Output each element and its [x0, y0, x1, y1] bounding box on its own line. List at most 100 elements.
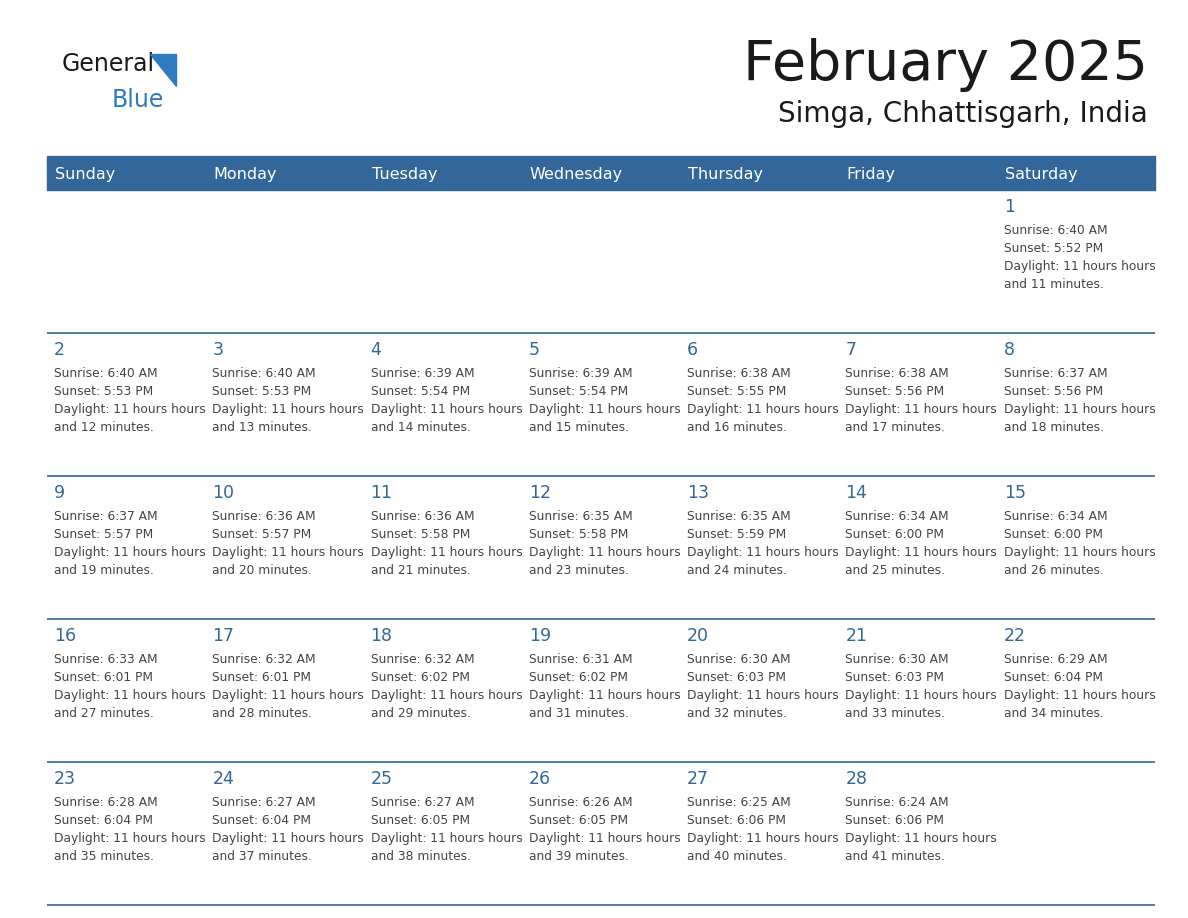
Text: Daylight: 11 hours hours: Daylight: 11 hours hours [687, 689, 839, 702]
Text: and 23 minutes.: and 23 minutes. [529, 564, 628, 577]
Text: Sunset: 6:04 PM: Sunset: 6:04 PM [53, 814, 153, 827]
Text: Daylight: 11 hours hours: Daylight: 11 hours hours [213, 403, 364, 416]
Text: Sunset: 5:54 PM: Sunset: 5:54 PM [529, 385, 628, 398]
Text: and 26 minutes.: and 26 minutes. [1004, 564, 1104, 577]
Text: Daylight: 11 hours hours: Daylight: 11 hours hours [529, 689, 681, 702]
Text: and 20 minutes.: and 20 minutes. [213, 564, 312, 577]
Bar [48, 333, 206, 476]
Text: Sunrise: 6:24 AM: Sunrise: 6:24 AM [846, 796, 949, 809]
Bar [206, 762, 364, 905]
Bar [839, 619, 997, 762]
Text: 2: 2 [53, 341, 65, 359]
Text: 18: 18 [371, 627, 392, 645]
Text: Sunrise: 6:38 AM: Sunrise: 6:38 AM [687, 367, 791, 380]
Text: Sunrise: 6:36 AM: Sunrise: 6:36 AM [213, 510, 316, 523]
Bar [681, 333, 839, 476]
Text: and 21 minutes.: and 21 minutes. [371, 564, 470, 577]
Text: and 16 minutes.: and 16 minutes. [687, 421, 786, 434]
Text: 13: 13 [687, 484, 709, 502]
Text: and 35 minutes.: and 35 minutes. [53, 850, 154, 863]
Text: Sunset: 6:02 PM: Sunset: 6:02 PM [371, 671, 469, 684]
Text: Daylight: 11 hours hours: Daylight: 11 hours hours [687, 832, 839, 845]
Text: and 13 minutes.: and 13 minutes. [213, 421, 312, 434]
Text: and 38 minutes.: and 38 minutes. [371, 850, 470, 863]
Text: February 2025: February 2025 [742, 38, 1148, 92]
Text: Sunrise: 6:25 AM: Sunrise: 6:25 AM [687, 796, 791, 809]
Text: Sunset: 5:56 PM: Sunset: 5:56 PM [846, 385, 944, 398]
Text: 7: 7 [846, 341, 857, 359]
Bar [681, 190, 839, 333]
Text: Daylight: 11 hours hours: Daylight: 11 hours hours [529, 546, 681, 559]
Text: Sunset: 6:05 PM: Sunset: 6:05 PM [371, 814, 469, 827]
Text: Daylight: 11 hours hours: Daylight: 11 hours hours [529, 832, 681, 845]
Text: and 40 minutes.: and 40 minutes. [687, 850, 786, 863]
Text: 27: 27 [687, 770, 709, 788]
Text: 12: 12 [529, 484, 551, 502]
Text: Simga, Chhattisgarh, India: Simga, Chhattisgarh, India [778, 100, 1148, 128]
Polygon shape [150, 54, 176, 86]
Text: Sunrise: 6:28 AM: Sunrise: 6:28 AM [53, 796, 158, 809]
Text: and 14 minutes.: and 14 minutes. [371, 421, 470, 434]
Text: Sunrise: 6:37 AM: Sunrise: 6:37 AM [53, 510, 158, 523]
Text: Daylight: 11 hours hours: Daylight: 11 hours hours [846, 546, 997, 559]
Text: 19: 19 [529, 627, 551, 645]
Text: 17: 17 [213, 627, 234, 645]
Text: 1: 1 [1004, 198, 1015, 216]
Text: Daylight: 11 hours hours: Daylight: 11 hours hours [371, 546, 523, 559]
Bar [681, 762, 839, 905]
Text: Sunset: 5:55 PM: Sunset: 5:55 PM [687, 385, 786, 398]
Text: Sunrise: 6:27 AM: Sunrise: 6:27 AM [213, 796, 316, 809]
Text: Sunset: 5:54 PM: Sunset: 5:54 PM [371, 385, 469, 398]
Text: and 24 minutes.: and 24 minutes. [687, 564, 786, 577]
Text: Daylight: 11 hours hours: Daylight: 11 hours hours [371, 832, 523, 845]
Text: 3: 3 [213, 341, 223, 359]
Text: 26: 26 [529, 770, 551, 788]
Text: and 25 minutes.: and 25 minutes. [846, 564, 946, 577]
Text: Sunrise: 6:29 AM: Sunrise: 6:29 AM [1004, 653, 1107, 666]
Bar [522, 190, 681, 333]
Text: Daylight: 11 hours hours: Daylight: 11 hours hours [1004, 260, 1156, 273]
Text: Sunrise: 6:32 AM: Sunrise: 6:32 AM [213, 653, 316, 666]
Text: Sunset: 5:53 PM: Sunset: 5:53 PM [53, 385, 153, 398]
Bar [206, 190, 364, 333]
Text: Daylight: 11 hours hours: Daylight: 11 hours hours [1004, 546, 1156, 559]
Text: and 31 minutes.: and 31 minutes. [529, 707, 628, 720]
Text: Daylight: 11 hours hours: Daylight: 11 hours hours [53, 403, 206, 416]
Bar [48, 160, 1155, 190]
Text: Sunset: 5:59 PM: Sunset: 5:59 PM [687, 528, 786, 541]
Text: Sunset: 6:01 PM: Sunset: 6:01 PM [53, 671, 153, 684]
Text: Daylight: 11 hours hours: Daylight: 11 hours hours [846, 403, 997, 416]
Text: Daylight: 11 hours hours: Daylight: 11 hours hours [53, 832, 206, 845]
Text: 4: 4 [371, 341, 381, 359]
Text: Sunrise: 6:40 AM: Sunrise: 6:40 AM [1004, 224, 1107, 237]
Text: Daylight: 11 hours hours: Daylight: 11 hours hours [371, 689, 523, 702]
Text: Sunrise: 6:27 AM: Sunrise: 6:27 AM [371, 796, 474, 809]
Text: Sunset: 6:05 PM: Sunset: 6:05 PM [529, 814, 628, 827]
Text: Sunrise: 6:40 AM: Sunrise: 6:40 AM [53, 367, 158, 380]
Bar [522, 476, 681, 619]
Text: Sunset: 5:56 PM: Sunset: 5:56 PM [1004, 385, 1102, 398]
Text: Sunrise: 6:37 AM: Sunrise: 6:37 AM [1004, 367, 1107, 380]
Text: and 29 minutes.: and 29 minutes. [371, 707, 470, 720]
Text: Daylight: 11 hours hours: Daylight: 11 hours hours [1004, 403, 1156, 416]
Text: 5: 5 [529, 341, 539, 359]
Text: and 19 minutes.: and 19 minutes. [53, 564, 154, 577]
Bar [681, 476, 839, 619]
Bar [997, 333, 1155, 476]
Text: Daylight: 11 hours hours: Daylight: 11 hours hours [53, 546, 206, 559]
Text: Tuesday: Tuesday [372, 167, 437, 183]
Text: 9: 9 [53, 484, 65, 502]
Text: Saturday: Saturday [1005, 167, 1078, 183]
Text: Sunset: 6:01 PM: Sunset: 6:01 PM [213, 671, 311, 684]
Text: Sunset: 6:03 PM: Sunset: 6:03 PM [687, 671, 786, 684]
Text: and 34 minutes.: and 34 minutes. [1004, 707, 1104, 720]
Text: Sunset: 5:58 PM: Sunset: 5:58 PM [371, 528, 470, 541]
Text: and 15 minutes.: and 15 minutes. [529, 421, 628, 434]
Bar [364, 762, 522, 905]
Text: Sunrise: 6:35 AM: Sunrise: 6:35 AM [529, 510, 632, 523]
Text: 23: 23 [53, 770, 76, 788]
Text: and 18 minutes.: and 18 minutes. [1004, 421, 1104, 434]
Text: Daylight: 11 hours hours: Daylight: 11 hours hours [846, 689, 997, 702]
Text: Sunrise: 6:34 AM: Sunrise: 6:34 AM [846, 510, 949, 523]
Text: Wednesday: Wednesday [530, 167, 623, 183]
